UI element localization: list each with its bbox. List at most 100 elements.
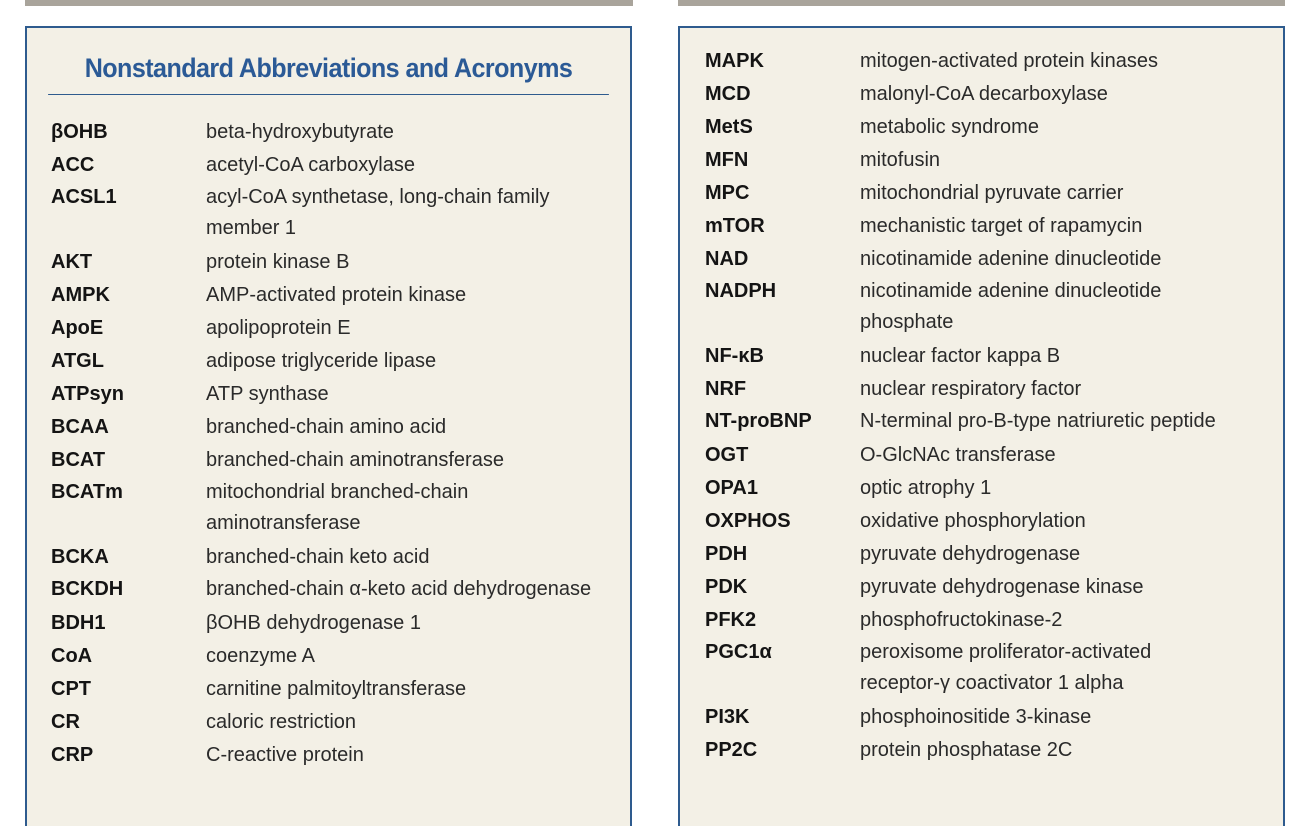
- definition: ATP synthase: [206, 383, 329, 405]
- definition: carnitine palmitoyltransferase: [206, 678, 467, 700]
- list-item: MetS metabolic syndrome: [680, 111, 1283, 144]
- list-item: PFK2 phosphofructokinase-2: [680, 604, 1283, 637]
- definition: protein phosphatase 2C: [860, 739, 1073, 761]
- abbreviation: BDH1: [51, 612, 106, 634]
- list-item: ACC acetyl-CoA carboxylase: [27, 149, 630, 182]
- abbreviation: PP2C: [705, 739, 758, 761]
- abbreviation: CoA: [51, 645, 93, 667]
- definition: nuclear factor kappa B: [860, 345, 1061, 367]
- definition: beta-hydroxybutyrate: [206, 121, 394, 143]
- abbreviation: PGC1α: [705, 641, 772, 663]
- list-item: AKT protein kinase B: [27, 246, 630, 279]
- definition: branched-chain α-keto acid dehydrogenase: [206, 578, 592, 600]
- list-item: NAD nicotinamide adenine dinucleotide: [680, 243, 1283, 276]
- abbreviation: BCKA: [51, 546, 109, 568]
- abbreviations-panel-right: MAPK mitogen-activated protein kinases MC…: [678, 26, 1285, 826]
- list-item: OXPHOS oxidative phosphorylation: [680, 505, 1283, 538]
- list-item: BCKDH branched-chain α-keto acid dehydrog…: [27, 574, 630, 605]
- top-rule-left: [25, 0, 633, 6]
- definition: coenzyme A: [206, 645, 315, 667]
- list-item: BCKA branched-chain keto acid: [27, 541, 630, 574]
- list-item: MFN mitofusin: [680, 144, 1283, 177]
- definition: βOHB dehydrogenase 1: [206, 612, 421, 634]
- list-item: MCD malonyl-CoA decarboxylase: [680, 78, 1283, 111]
- definition: O-GlcNAc transferase: [860, 444, 1056, 466]
- list-item: PI3K phosphoinositide 3-kinase: [680, 701, 1283, 734]
- list-item: MAPK mitogen-activated protein kinases: [680, 45, 1283, 78]
- definition: nicotinamide adenine dinucleotide phosph…: [860, 280, 1162, 333]
- list-item: BDH1 βOHB dehydrogenase 1: [27, 607, 630, 640]
- list-item: ATGL adipose triglyceride lipase: [27, 345, 630, 378]
- abbreviation: NF-κB: [705, 345, 764, 367]
- definition: malonyl-CoA decarboxylase: [860, 83, 1108, 105]
- panel-title: Nonstandard Abbreviations and Acronyms: [48, 28, 609, 95]
- abbreviation: AMPK: [51, 284, 110, 306]
- abbreviation: NAD: [705, 248, 749, 270]
- definition: acyl-CoA synthetase, long-chain family m…: [206, 186, 550, 239]
- abbreviation: PDK: [705, 576, 748, 598]
- abbreviation: MCD: [705, 83, 751, 105]
- definition: mitofusin: [860, 149, 941, 171]
- definition: acetyl-CoA carboxylase: [206, 154, 415, 176]
- abbreviation: NADPH: [705, 280, 777, 302]
- list-item: NADPH nicotinamide adenine dinucleotide p…: [680, 276, 1283, 338]
- abbreviation: PFK2: [705, 609, 757, 631]
- definition: mitochondrial pyruvate carrier: [860, 182, 1124, 204]
- abbreviation: ACSL1: [51, 186, 117, 208]
- definition: mitochondrial branched-chain aminotransf…: [206, 481, 469, 534]
- abbreviation: AKT: [51, 251, 93, 273]
- abbreviation: NT-proBNP: [705, 410, 812, 432]
- definition: nuclear respiratory factor: [860, 378, 1082, 400]
- list-item: AMPK AMP-activated protein kinase: [27, 279, 630, 312]
- list-item: NF-κB nuclear factor kappa B: [680, 340, 1283, 373]
- definition: branched-chain amino acid: [206, 416, 447, 438]
- abbreviation: MAPK: [705, 50, 764, 72]
- definition: branched-chain keto acid: [206, 546, 430, 568]
- abbreviation: mTOR: [705, 215, 765, 237]
- abbreviation: CR: [51, 711, 80, 733]
- abbreviation: MetS: [705, 116, 753, 138]
- definition: phosphofructokinase-2: [860, 609, 1063, 631]
- abbreviation: NRF: [705, 378, 747, 400]
- abbreviation: PI3K: [705, 706, 750, 728]
- list-item: PGC1α peroxisome proliferator-activated r…: [680, 637, 1283, 699]
- definition: N-terminal pro-B-type natriuretic peptid…: [860, 410, 1216, 432]
- list-item: ApoE apolipoprotein E: [27, 312, 630, 345]
- abbreviation: PDH: [705, 543, 748, 565]
- list-item: ACSL1 acyl-CoA synthetase, long-chain fam…: [27, 182, 630, 244]
- list-item: βOHB beta-hydroxybutyrate: [27, 116, 630, 149]
- definition: caloric restriction: [206, 711, 357, 733]
- abbreviation: MPC: [705, 182, 750, 204]
- definition: nicotinamide adenine dinucleotide: [860, 248, 1162, 270]
- abbreviation: ATGL: [51, 350, 104, 372]
- list-item: BCAA branched-chain amino acid: [27, 411, 630, 444]
- definition: pyruvate dehydrogenase kinase: [860, 576, 1144, 598]
- definition: pyruvate dehydrogenase: [860, 543, 1081, 565]
- abbreviation: BCAA: [51, 416, 109, 438]
- list-item: MPC mitochondrial pyruvate carrier: [680, 177, 1283, 210]
- list-item: OPA1 optic atrophy 1: [680, 472, 1283, 505]
- definition: metabolic syndrome: [860, 116, 1039, 138]
- definition: branched-chain aminotransferase: [206, 449, 504, 471]
- list-item: CR caloric restriction: [27, 706, 630, 739]
- abbreviation: CPT: [51, 678, 91, 700]
- abbreviation: BCATm: [51, 481, 123, 503]
- definition: mechanistic target of rapamycin: [860, 215, 1143, 237]
- list-item: CPT carnitine palmitoyltransferase: [27, 673, 630, 706]
- definition: adipose triglyceride lipase: [206, 350, 437, 372]
- definition: apolipoprotein E: [206, 317, 351, 339]
- abbreviation: ApoE: [51, 317, 104, 339]
- list-item: ATPsyn ATP synthase: [27, 378, 630, 411]
- abbreviation-list-left: βOHB beta-hydroxybutyrate ACC acetyl-CoA c…: [27, 95, 630, 772]
- list-item: PP2C protein phosphatase 2C: [680, 734, 1283, 767]
- list-item: CoA coenzyme A: [27, 640, 630, 673]
- abbreviation: BCKDH: [51, 578, 124, 600]
- definition: protein kinase B: [206, 251, 350, 273]
- abbreviation: BCAT: [51, 449, 106, 471]
- abbreviation-list-right: MAPK mitogen-activated protein kinases MC…: [680, 28, 1283, 767]
- list-item: BCATm mitochondrial branched-chain aminot…: [27, 477, 630, 539]
- list-item: NT-proBNP N-terminal pro-B-type natriuret…: [680, 406, 1283, 437]
- definition: oxidative phosphorylation: [860, 510, 1086, 532]
- top-rule-right: [678, 0, 1285, 6]
- list-item: CRP C-reactive protein: [27, 739, 630, 772]
